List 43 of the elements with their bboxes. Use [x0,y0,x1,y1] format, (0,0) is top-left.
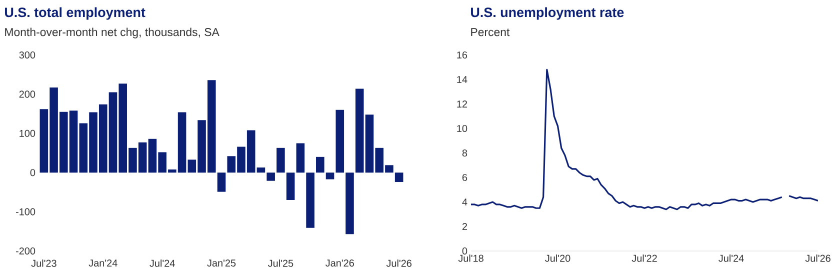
y-tick-label: -100 [16,208,36,216]
x-tick-label: Jul'24 [150,260,175,267]
bar [394,172,404,182]
bar [286,172,295,200]
y-tick-label: 10 [457,124,468,132]
y-tick-label: 100 [20,130,36,137]
x-tick-label: Jul'25 [268,260,294,267]
chart-title: U.S. total employment [5,7,146,20]
bar [346,172,354,234]
x-tick-label: Jan'25 [207,260,236,267]
x-tick-label: Jul'23 [31,260,56,267]
bar [316,156,324,173]
x-tick-label: Jan'26 [326,260,354,267]
chart-subtitle: Month-over-month net chg, thousands, SA [5,28,220,38]
x-tick-label: Jul'18 [458,254,484,262]
y-tick-label: 6 [462,174,468,182]
y-tick-label: 2 [462,223,467,230]
y-tick-label: 200 [19,90,36,98]
chart-title: U.S. unemployment rate [471,7,624,20]
bar [326,172,334,180]
bar [306,172,314,228]
x-tick-label: Jul'26 [805,254,830,262]
chart-subtitle: Percent [471,28,510,36]
bar [336,110,344,173]
y-tick-label: 0 [462,247,468,255]
y-tick-label: 0 [30,169,36,176]
y-tick-label: 8 [462,149,468,157]
y-tick-label: -200 [16,247,36,255]
bar [276,148,285,173]
bar [256,168,266,173]
y-tick-label: 12 [457,100,467,108]
bar [266,172,275,181]
bar [217,172,226,192]
y-tick-label: 16 [457,51,468,59]
bar [296,143,305,173]
y-tick-label: 300 [19,51,36,59]
x-tick-label: Jul'24 [718,254,744,262]
x-tick-label: Jan'24 [88,260,118,267]
x-tick-label: Jul'22 [632,254,657,262]
x-tick-label: Jul'20 [545,254,570,262]
y-tick-label: 4 [462,198,468,206]
x-tick-label: Jul'26 [386,260,412,267]
y-tick-label: 14 [457,76,468,83]
